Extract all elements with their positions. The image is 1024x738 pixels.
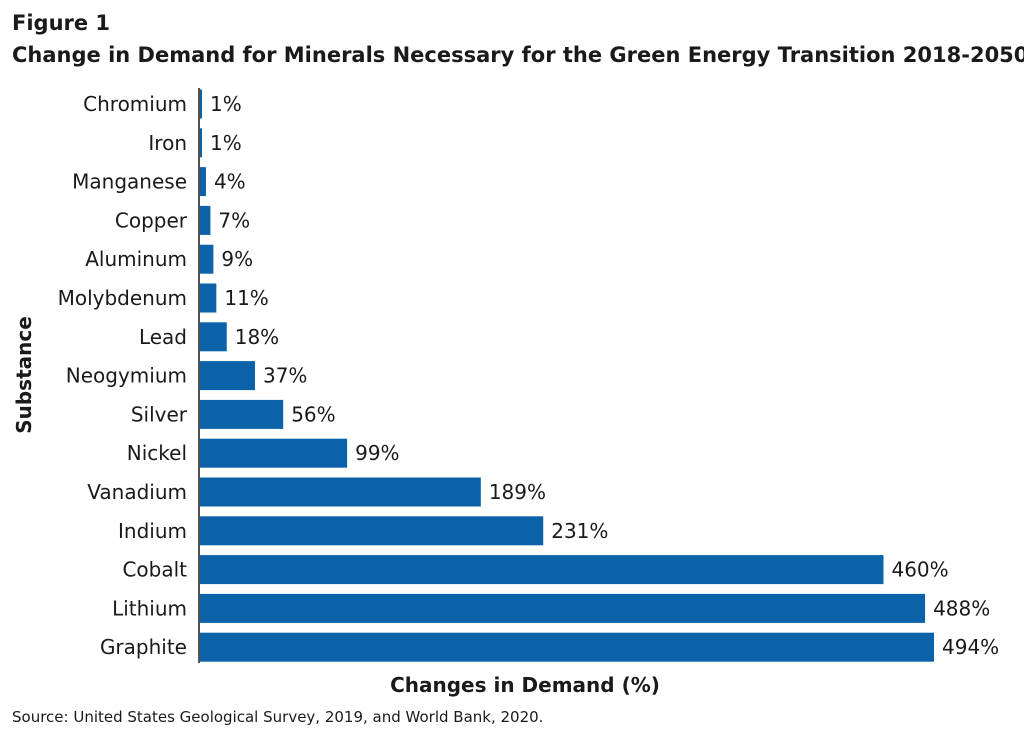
category-label-manganese: Manganese [72,170,187,194]
category-label-nickel: Nickel [127,441,187,465]
source-note: Source: United States Geological Survey,… [12,708,544,726]
bar-chromium [200,89,202,119]
category-label-lead: Lead [139,325,187,349]
bar-chart: Chromium Iron Manganese Copper Aluminum Molyb… [12,88,999,697]
value-label-silver: 56% [291,402,335,426]
value-label-vanadium: 189% [489,480,546,504]
value-label-chromium: 1% [210,92,242,116]
value-label-graphite: 494% [942,635,999,659]
category-label-copper: Copper [115,208,188,232]
value-label-indium: 231% [551,519,608,543]
value-label-lead: 18% [235,325,279,349]
category-label-lithium: Lithium [112,596,187,620]
value-label-cobalt: 460% [891,558,948,582]
bar-iron [200,128,202,158]
bar-lithium [200,593,926,623]
bar-nickel [200,438,348,468]
category-label-chromium: Chromium [83,92,187,116]
value-label-lithium: 488% [933,596,990,620]
bar-aluminum [200,244,214,274]
figure-label: Figure 1 [12,11,111,35]
bar-silver [200,399,284,429]
bar-copper [200,205,211,235]
category-label-indium: Indium [118,519,187,543]
bar-molybdenum [200,283,217,313]
category-label-neogymium: Neogymium [66,364,187,388]
bar-vanadium [200,477,481,507]
value-label-molybdenum: 11% [224,286,268,310]
bar-graphite [200,632,934,662]
bar-cobalt [200,555,884,585]
bar-lead [200,322,227,352]
category-label-cobalt: Cobalt [122,558,187,582]
value-label-copper: 7% [218,208,250,232]
bar-neogymium [200,361,255,391]
category-label-graphite: Graphite [100,635,187,659]
x-axis-label: Changes in Demand (%) [390,673,660,697]
category-label-silver: Silver [131,402,188,426]
bar-manganese [200,167,206,197]
category-label-vanadium: Vanadium [87,480,187,504]
chart-title: Change in Demand for Minerals Necessary … [12,43,1024,67]
category-labels: Chromium Iron Manganese Copper Aluminum Molyb… [58,92,188,659]
bars-layer [200,89,934,662]
value-labels: 1% 1% 4% 7% 9% 11% 18% 37% 56% 99% 189%231% 460% 488… [210,92,999,659]
value-label-neogymium: 37% [263,364,307,388]
value-label-nickel: 99% [355,441,399,465]
bar-indium [200,516,544,546]
value-label-aluminum: 9% [221,247,253,271]
category-label-aluminum: Aluminum [85,247,187,271]
category-label-molybdenum: Molybdenum [58,286,187,310]
value-label-manganese: 4% [214,170,246,194]
y-axis-label: Substance [12,316,36,434]
value-label-iron: 1% [210,131,242,155]
category-label-iron: Iron [148,131,187,155]
